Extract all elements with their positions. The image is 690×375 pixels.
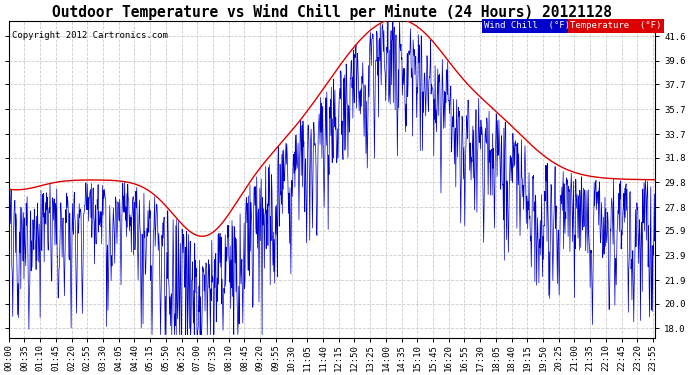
Text: Wind Chill  (°F): Wind Chill (°F) — [484, 21, 570, 30]
Text: Temperature  (°F): Temperature (°F) — [570, 21, 661, 30]
Title: Outdoor Temperature vs Wind Chill per Minute (24 Hours) 20121128: Outdoor Temperature vs Wind Chill per Mi… — [52, 4, 612, 20]
Text: Copyright 2012 Cartronics.com: Copyright 2012 Cartronics.com — [12, 31, 168, 40]
